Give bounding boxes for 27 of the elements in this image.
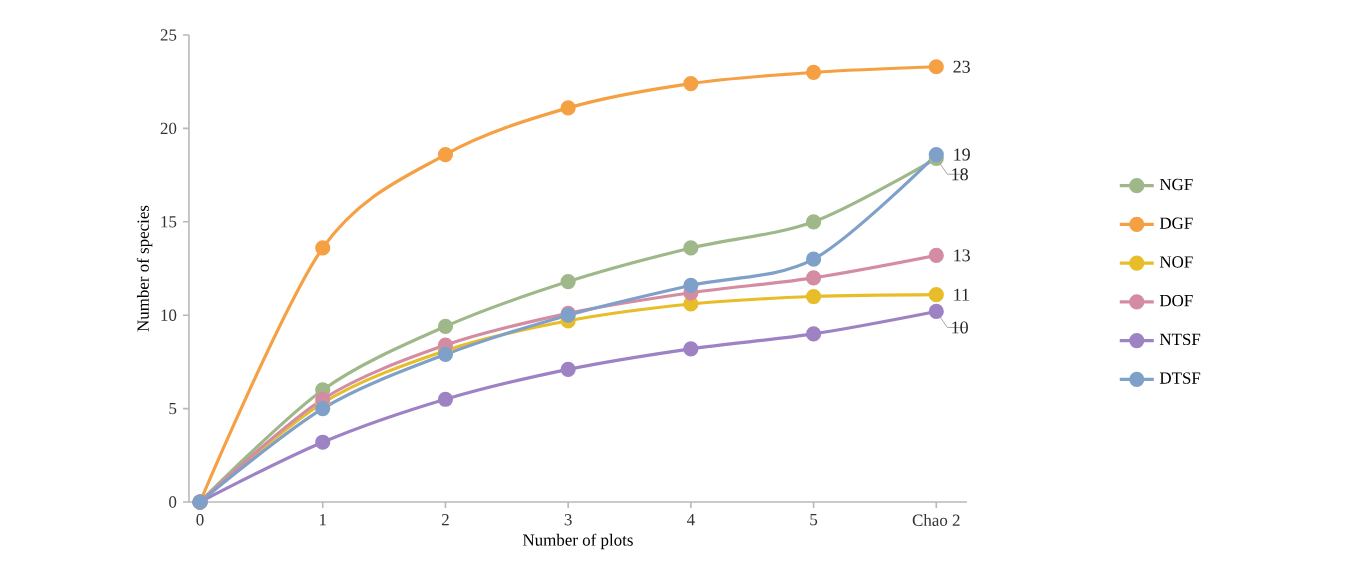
x-tick-label: 2 (441, 514, 449, 526)
y-axis-title: Number of species (136, 205, 153, 332)
data-label: 18 (952, 168, 968, 181)
legend-label: NGF (1159, 178, 1193, 191)
data-label: 23 (953, 60, 970, 73)
legend-label: DOF (1159, 294, 1193, 307)
y-tick-label: 5 (169, 402, 177, 415)
data-label: 13 (954, 249, 970, 262)
legend-label: DGF (1159, 217, 1193, 229)
y-tick-label: 25 (160, 29, 177, 41)
x-tick-label: 3 (564, 514, 572, 526)
y-tick-label: 20 (160, 122, 177, 135)
x-axis-title: Number of plots (522, 533, 633, 550)
x-tick-label: 1 (319, 514, 326, 526)
legend-label: DTSF (1159, 372, 1201, 384)
legend-label: NOF (1159, 256, 1193, 268)
data-label: 10 (952, 321, 968, 334)
x-tick-label: 5 (810, 514, 818, 526)
x-tick-label: Chao 2 (912, 514, 960, 526)
x-tick-label: 0 (196, 514, 204, 526)
y-tick-label: 15 (161, 216, 177, 228)
x-tick-label: 4 (686, 514, 695, 526)
y-tick-label: 10 (161, 309, 177, 321)
legend-label: NTSF (1159, 333, 1201, 346)
data-label: 19 (954, 148, 970, 161)
data-label: 11 (954, 288, 969, 301)
y-tick-label: 0 (169, 496, 177, 508)
